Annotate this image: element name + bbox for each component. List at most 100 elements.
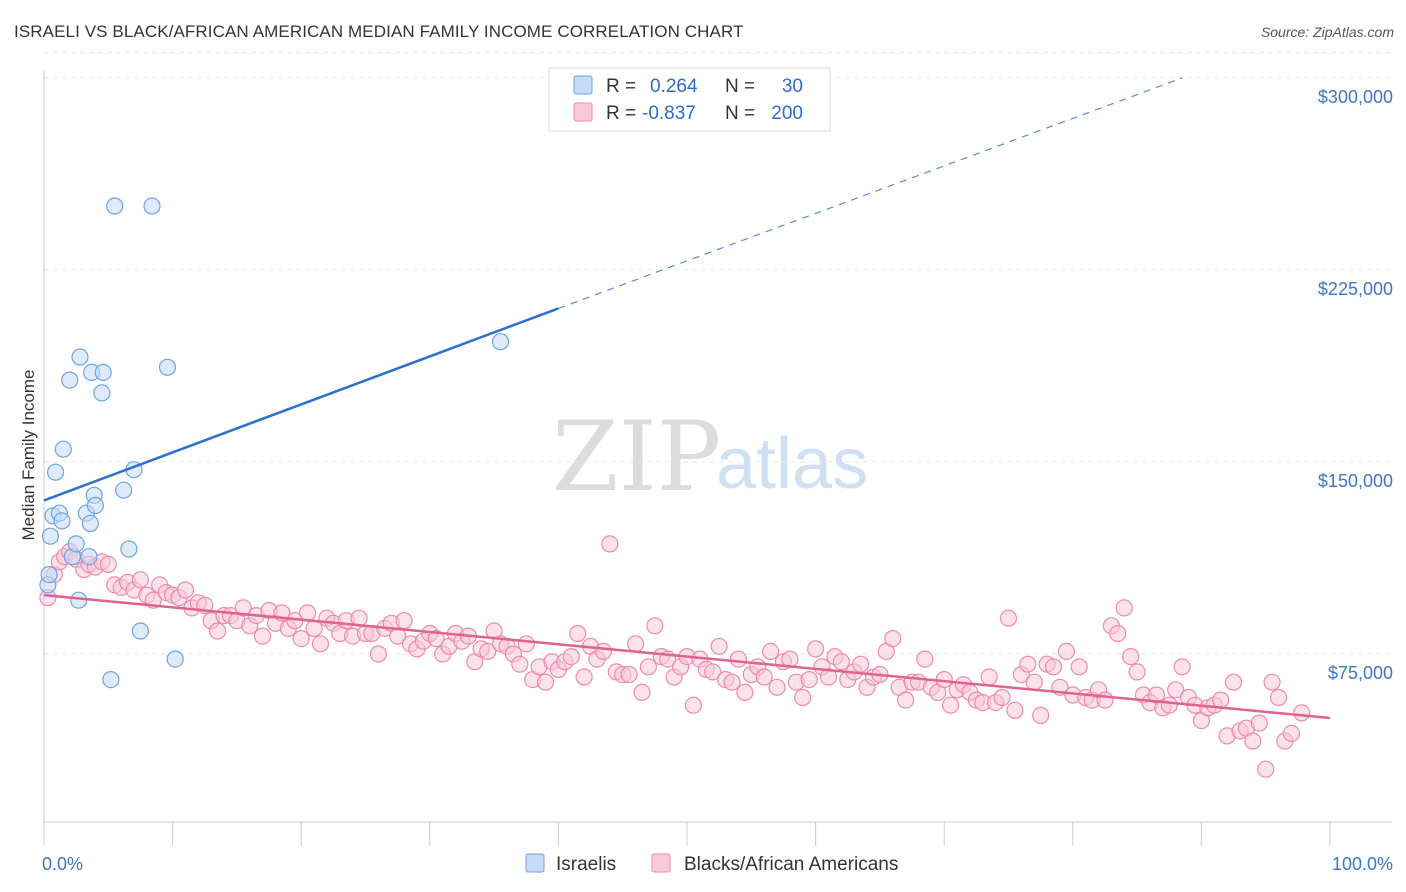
legend-swatch-blacks xyxy=(573,102,593,122)
series-legend-swatch-blacks xyxy=(651,853,671,873)
point-blacks xyxy=(1282,724,1301,743)
point-blacks xyxy=(980,668,998,686)
legend-n-value-israelis: 30 xyxy=(782,76,803,97)
point-blacks xyxy=(1128,663,1146,681)
point-blacks xyxy=(620,665,638,684)
y-tick-label: $225,000 xyxy=(1318,279,1393,299)
point-israelis xyxy=(81,514,99,533)
series-legend-label-israelis: Israelis xyxy=(556,854,616,875)
point-blacks xyxy=(800,670,818,689)
point-israelis xyxy=(131,622,149,640)
point-blacks xyxy=(806,640,825,658)
point-blacks xyxy=(1032,706,1050,725)
x-tick-label-max: 100.0% xyxy=(1332,854,1393,874)
point-blacks xyxy=(639,658,658,676)
watermark-atlas: atlas xyxy=(716,424,868,504)
series-israelis-points xyxy=(39,197,510,689)
point-blacks xyxy=(884,629,902,648)
point-blacks xyxy=(1250,714,1268,732)
point-israelis xyxy=(41,527,60,545)
point-blacks xyxy=(941,696,960,714)
point-israelis xyxy=(40,565,58,584)
point-blacks xyxy=(1096,691,1114,709)
gridlines xyxy=(44,51,1392,655)
legend-r-label-blacks: R = xyxy=(606,103,636,124)
x-axis-ticks xyxy=(172,822,1331,846)
point-blacks xyxy=(710,637,728,655)
legend-n-label-blacks: N = xyxy=(725,103,755,124)
point-blacks xyxy=(1057,642,1076,661)
x-tick-label-min: 0.0% xyxy=(42,854,83,874)
point-israelis xyxy=(46,463,65,481)
point-blacks xyxy=(1244,732,1262,750)
point-blacks xyxy=(1293,704,1311,722)
point-blacks xyxy=(1269,688,1288,707)
point-blacks xyxy=(723,673,741,691)
point-blacks xyxy=(729,650,748,668)
point-blacks xyxy=(176,581,195,599)
point-blacks xyxy=(1263,673,1281,691)
point-blacks xyxy=(684,696,703,714)
point-blacks xyxy=(993,688,1011,707)
point-blacks xyxy=(896,691,915,709)
trend-line-israelis xyxy=(43,307,559,502)
point-blacks xyxy=(1019,655,1037,673)
point-blacks xyxy=(594,642,613,661)
chart-title: ISRAELI VS BLACK/AFRICAN AMERICAN MEDIAN… xyxy=(14,22,744,41)
legend-n-label-israelis: N = xyxy=(725,76,755,97)
point-israelis xyxy=(143,197,161,215)
point-blacks xyxy=(1160,696,1178,714)
point-blacks xyxy=(569,624,587,643)
point-blacks xyxy=(916,650,934,668)
trend-line-israelis-extension xyxy=(558,77,1183,309)
point-israelis xyxy=(86,496,105,515)
point-blacks xyxy=(395,612,413,630)
point-blacks xyxy=(999,609,1018,627)
point-blacks xyxy=(646,617,664,635)
point-israelis xyxy=(166,650,184,668)
point-blacks xyxy=(1070,658,1088,676)
point-blacks xyxy=(575,668,593,686)
point-blacks xyxy=(479,642,497,661)
y-tick-label: $150,000 xyxy=(1318,471,1393,491)
point-blacks xyxy=(755,668,773,686)
point-blacks xyxy=(427,629,445,648)
series-legend: Israelis Blacks/African Americans xyxy=(525,853,898,875)
series-legend-label-blacks: Blacks/African Americans xyxy=(684,854,898,875)
point-israelis xyxy=(71,348,89,366)
point-blacks xyxy=(761,642,780,661)
point-blacks xyxy=(851,655,870,673)
point-blacks xyxy=(1257,760,1275,778)
legend-n-value-blacks: 200 xyxy=(771,103,803,124)
y-tick-label: $300,000 xyxy=(1318,87,1393,107)
point-blacks xyxy=(626,635,645,653)
point-israelis xyxy=(80,548,98,566)
point-blacks xyxy=(1167,681,1185,699)
trend-lines xyxy=(43,77,1331,720)
y-axis-label: Median Family Income xyxy=(19,369,38,540)
point-blacks xyxy=(768,678,786,696)
point-blacks xyxy=(1025,673,1043,691)
point-israelis xyxy=(158,358,177,376)
point-israelis xyxy=(102,670,120,689)
y-tick-label: $75,000 xyxy=(1328,663,1393,683)
stats-legend: R = 0.264 N = 30 R = -0.837 N = 200 xyxy=(548,67,831,132)
point-israelis xyxy=(54,440,72,458)
point-blacks xyxy=(234,599,252,617)
point-israelis xyxy=(115,481,133,499)
point-blacks xyxy=(1006,701,1024,719)
point-israelis xyxy=(61,371,79,389)
point-blacks xyxy=(562,647,580,666)
point-blacks xyxy=(1173,658,1191,676)
point-blacks xyxy=(99,555,117,574)
point-blacks xyxy=(369,645,387,663)
legend-r-value-blacks: -0.837 xyxy=(642,103,696,124)
point-blacks xyxy=(254,627,272,645)
point-blacks xyxy=(1044,658,1063,676)
point-blacks xyxy=(633,683,651,702)
legend-r-value-israelis: 0.264 xyxy=(650,76,698,97)
point-blacks xyxy=(1224,673,1243,691)
point-israelis xyxy=(491,333,510,351)
point-blacks xyxy=(736,683,754,702)
